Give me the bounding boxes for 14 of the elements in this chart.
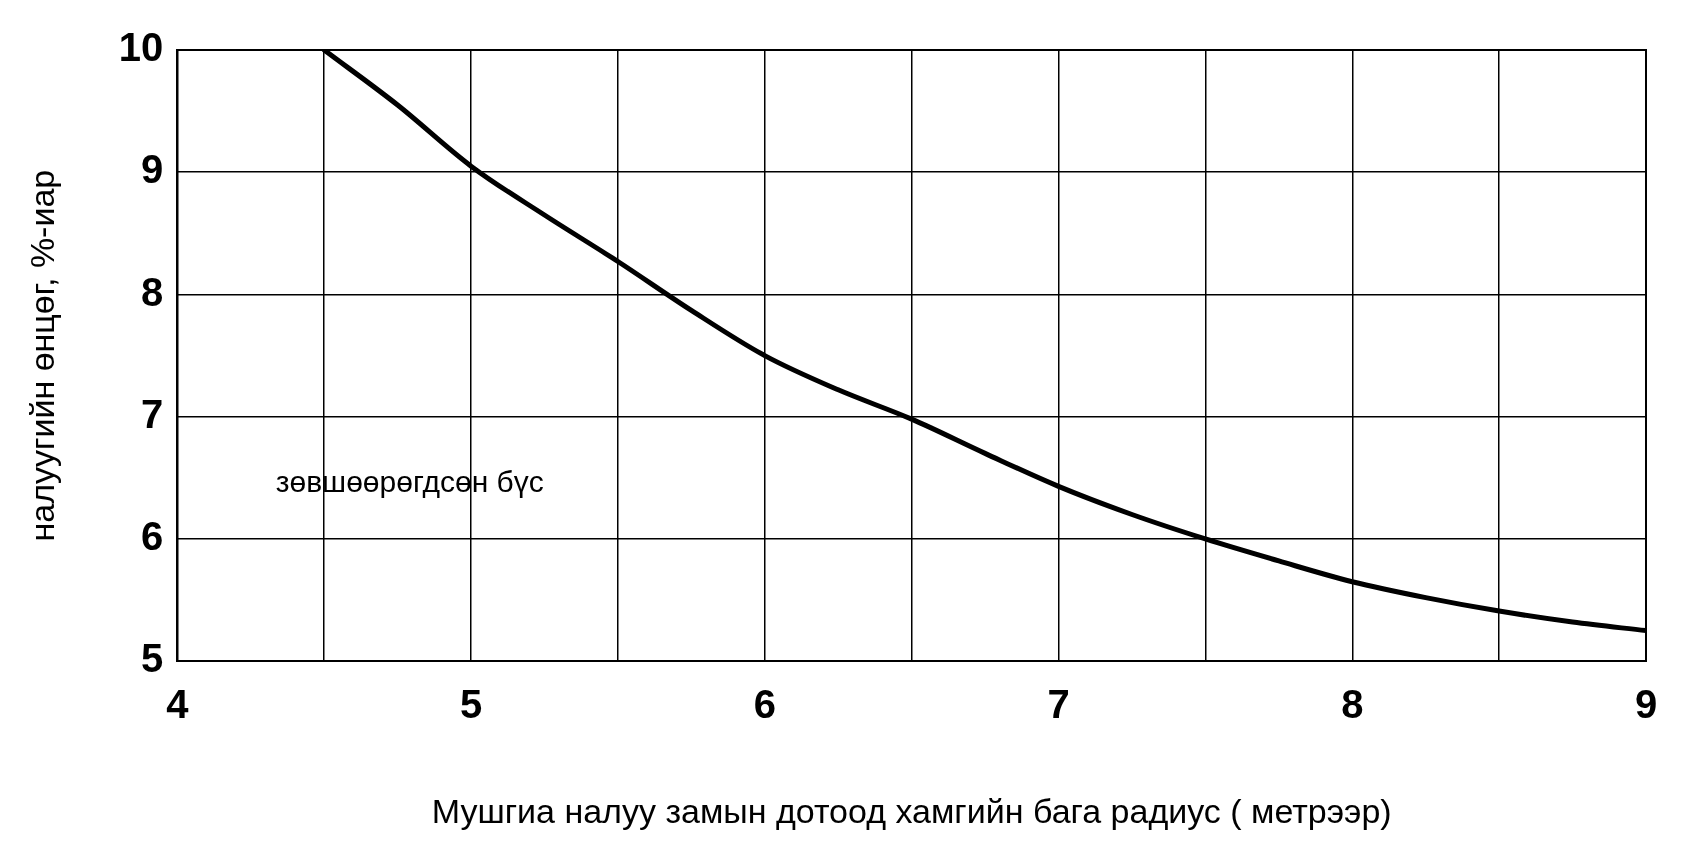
y-tick-label: 5 (141, 636, 164, 681)
x-tick-label: 7 (1047, 682, 1070, 727)
x-tick-label: 8 (1341, 682, 1364, 727)
y-axis-title: налуугийн өнцөг, %-иар (22, 169, 61, 542)
y-tick-label: 10 (118, 25, 164, 70)
y-tick-label: 8 (141, 269, 164, 314)
x-tick-label: 9 (1634, 682, 1658, 727)
y-tick-label: 7 (141, 391, 164, 436)
x-tick-label: 4 (166, 682, 190, 727)
x-tick-label: 6 (753, 682, 776, 727)
y-tick-label: 9 (141, 147, 164, 192)
x-tick-label: 5 (459, 682, 483, 727)
x-axis-title: Мушгиа налуу замын дотоод хамгийн бага радиус ( метрээр) (431, 791, 1392, 830)
y-tick-label: 6 (141, 513, 164, 558)
